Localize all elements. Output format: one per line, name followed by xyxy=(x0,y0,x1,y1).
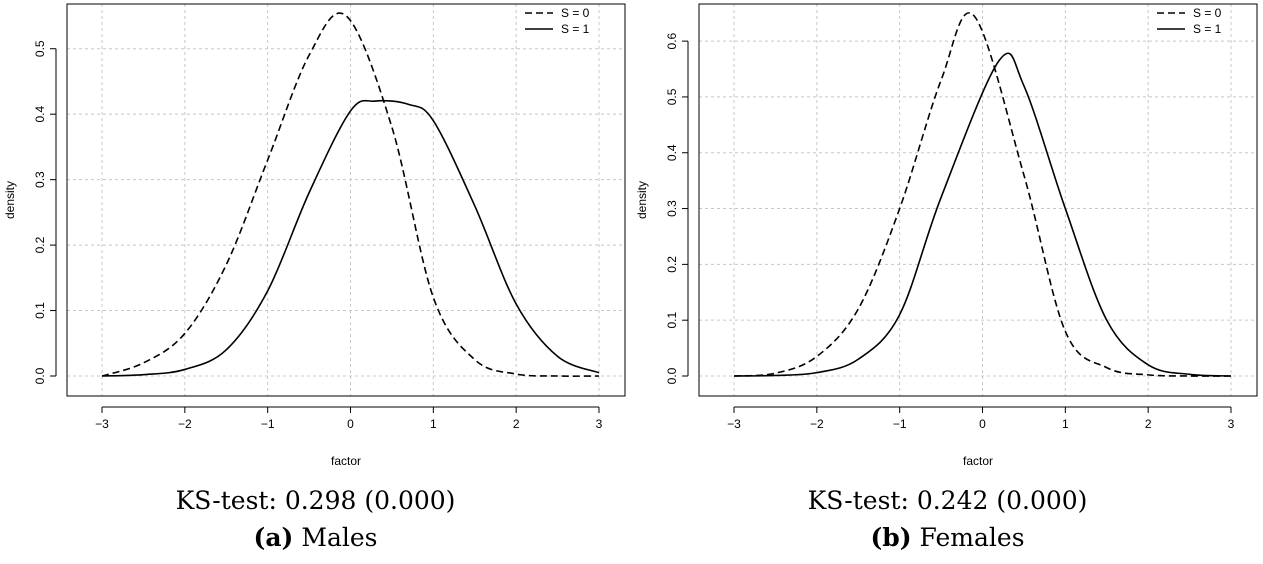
subfigure-caption: (b) Females xyxy=(632,523,1263,552)
x-tick-label: −1 xyxy=(261,417,275,431)
x-axis-label: factor xyxy=(963,454,993,468)
y-tick-label: 0.3 xyxy=(33,171,47,188)
x-tick-label: 1 xyxy=(430,417,437,431)
x-tick-label: 3 xyxy=(596,417,603,431)
y-tick-label: 0.2 xyxy=(665,256,679,273)
y-tick-label: 0.3 xyxy=(665,200,679,217)
legend-label: S = 1 xyxy=(561,22,590,36)
subfigure-letter: (b) xyxy=(870,523,912,552)
legend-label: S = 1 xyxy=(1193,22,1222,36)
plot-frame xyxy=(66,3,626,397)
series-line xyxy=(101,12,600,377)
legend-label: S = 0 xyxy=(1193,6,1222,20)
y-tick-label: 0.1 xyxy=(33,302,47,319)
x-axis-label: factor xyxy=(331,454,361,468)
panel-females: −3 −2 −1 0 1 2 3 0.0 0.1 0.2 0.3 0.4 0.5 0.6 factor den… xyxy=(632,0,1263,564)
y-tick-label: 0.0 xyxy=(33,367,47,384)
x-tick-label: 3 xyxy=(1228,417,1235,431)
y-tick-label: 0.5 xyxy=(33,40,47,57)
series-line xyxy=(101,99,600,377)
subfigure-caption: (a) Males xyxy=(0,523,631,552)
y-tick-label: 0.6 xyxy=(665,32,679,49)
x-tick-label: −3 xyxy=(727,417,741,431)
x-tick-label: −1 xyxy=(893,417,907,431)
y-tick-label: 0.1 xyxy=(665,312,679,329)
plot-frame xyxy=(698,3,1258,397)
x-tick-label: 0 xyxy=(979,417,986,431)
series-line xyxy=(733,52,1232,377)
y-axis-label: density xyxy=(3,181,17,219)
legend-label: S = 0 xyxy=(561,6,590,20)
density-plot-males: −3 −2 −1 0 1 2 3 0.0 0.1 0.2 0.3 0.4 0.5 factor densit… xyxy=(3,3,626,468)
subfigure-label: Males xyxy=(301,523,378,552)
density-plot-females: −3 −2 −1 0 1 2 3 0.0 0.1 0.2 0.3 0.4 0.5 0.6 factor den… xyxy=(635,3,1258,468)
y-tick-label: 0.4 xyxy=(665,144,679,161)
x-tick-label: −2 xyxy=(178,417,192,431)
y-tick-label: 0.4 xyxy=(33,106,47,123)
x-tick-label: 2 xyxy=(1145,417,1152,431)
x-tick-label: −2 xyxy=(810,417,824,431)
subfigure-letter: (a) xyxy=(253,523,294,552)
x-tick-label: 2 xyxy=(513,417,520,431)
ks-test-caption: KS-test: 0.298 (0.000) xyxy=(175,486,456,515)
x-tick-label: −3 xyxy=(95,417,109,431)
x-tick-label: 1 xyxy=(1062,417,1069,431)
y-tick-label: 0.0 xyxy=(665,367,679,384)
y-tick-label: 0.5 xyxy=(665,88,679,105)
ks-test-caption: KS-test: 0.242 (0.000) xyxy=(807,486,1088,515)
subfigure-label: Females xyxy=(919,523,1025,552)
y-axis-label: density xyxy=(635,181,649,219)
y-tick-label: 0.2 xyxy=(33,236,47,253)
panel-males: −3 −2 −1 0 1 2 3 0.0 0.1 0.2 0.3 0.4 0.5 factor densit… xyxy=(0,0,631,564)
series-line xyxy=(733,12,1232,377)
x-tick-label: 0 xyxy=(347,417,354,431)
